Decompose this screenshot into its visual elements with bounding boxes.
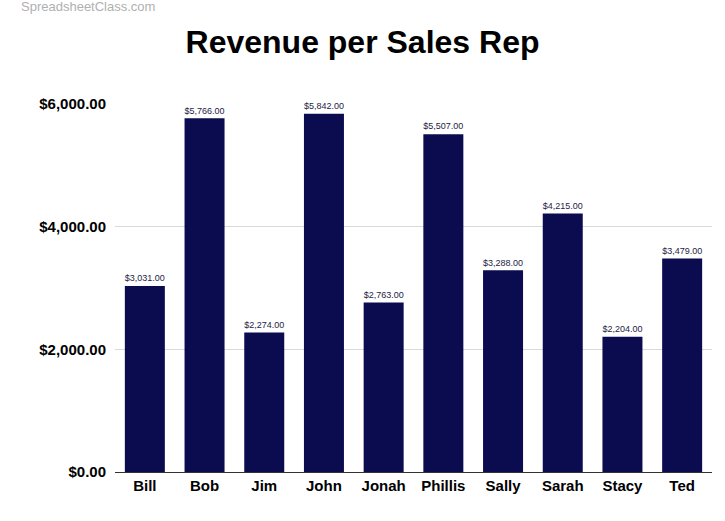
svg-text:$5,842.00: $5,842.00 — [304, 101, 344, 111]
svg-text:$3,288.00: $3,288.00 — [483, 258, 523, 268]
svg-text:$0.00: $0.00 — [68, 463, 106, 480]
svg-text:Ted: Ted — [669, 477, 695, 494]
svg-text:$2,274.00: $2,274.00 — [244, 320, 284, 330]
svg-text:$2,204.00: $2,204.00 — [602, 324, 642, 334]
svg-text:$2,000.00: $2,000.00 — [39, 341, 106, 358]
svg-text:$5,507.00: $5,507.00 — [423, 121, 463, 131]
svg-text:Bob: Bob — [190, 477, 219, 494]
svg-text:Revenue per Sales Rep: Revenue per Sales Rep — [186, 24, 540, 60]
svg-text:John: John — [306, 477, 342, 494]
svg-text:$3,479.00: $3,479.00 — [662, 246, 702, 256]
svg-text:Phillis: Phillis — [421, 477, 465, 494]
svg-text:$5,766.00: $5,766.00 — [185, 106, 225, 116]
svg-text:Sarah: Sarah — [542, 477, 584, 494]
svg-text:Bill: Bill — [133, 477, 156, 494]
svg-text:Sally: Sally — [486, 477, 522, 494]
svg-text:Jim: Jim — [251, 477, 277, 494]
svg-text:$3,031.00: $3,031.00 — [125, 273, 165, 283]
svg-text:$6,000.00: $6,000.00 — [39, 95, 106, 112]
svg-text:$2,763.00: $2,763.00 — [364, 290, 404, 300]
svg-text:$4,215.00: $4,215.00 — [543, 201, 583, 211]
svg-text:Jonah: Jonah — [362, 477, 406, 494]
svg-text:SpreadsheetClass.com: SpreadsheetClass.com — [21, 0, 155, 14]
svg-text:Stacy: Stacy — [602, 477, 643, 494]
svg-text:$4,000.00: $4,000.00 — [39, 218, 106, 235]
